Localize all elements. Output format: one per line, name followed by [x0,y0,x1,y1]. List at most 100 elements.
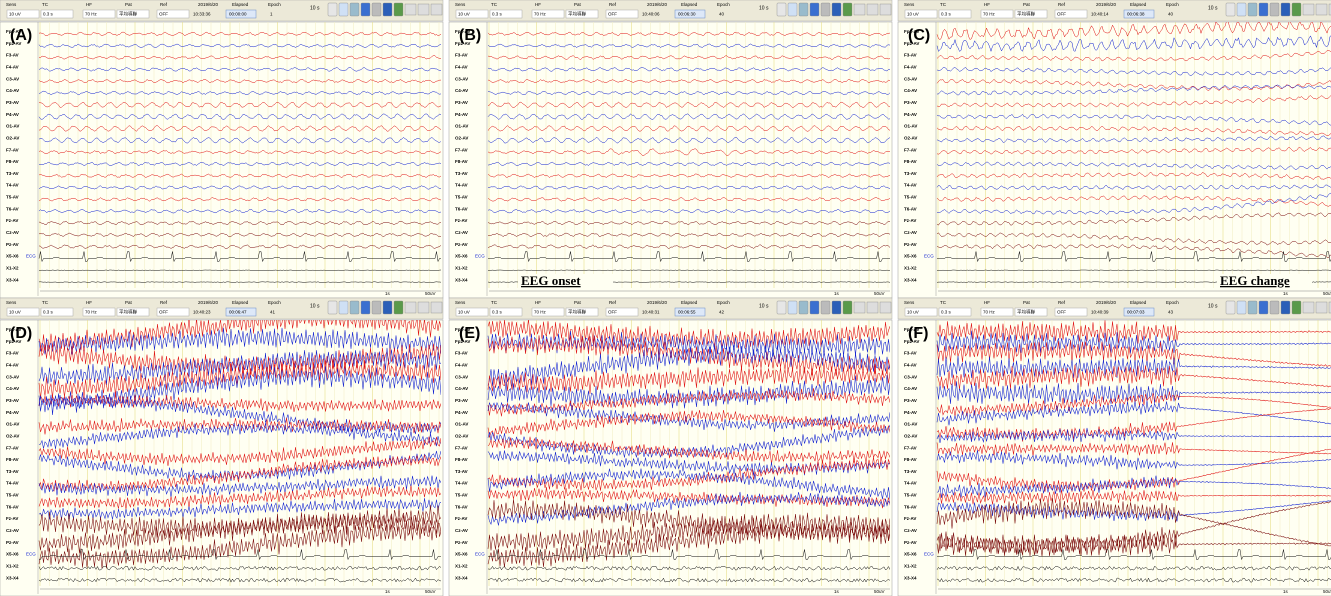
toolbar-button[interactable] [338,300,349,315]
toolbar-button[interactable] [338,2,349,17]
toolbar-field[interactable] [605,307,639,317]
toolbar-field[interactable] [40,307,74,317]
eeg-trace [487,344,890,389]
toolbar-button[interactable] [393,300,404,315]
nav-button[interactable] [879,301,892,314]
nav-button[interactable] [853,3,866,16]
nav-button[interactable] [417,3,430,16]
toolbar-field[interactable] [489,307,523,317]
toolbar-field[interactable] [1054,9,1088,19]
nav-button[interactable] [430,3,443,16]
eeg-trace [38,577,441,583]
toolbar-button[interactable] [1291,2,1302,17]
toolbar-button[interactable] [327,300,338,315]
toolbar-field[interactable] [116,9,150,19]
toolbar-field[interactable] [904,9,938,19]
toolbar-button[interactable] [809,300,820,315]
toolbar-button[interactable] [831,2,842,17]
toolbar-button[interactable] [1269,2,1280,17]
toolbar-field[interactable] [6,307,40,317]
toolbar-button[interactable] [809,2,820,17]
toolbar-field[interactable] [6,9,40,19]
toolbar-field[interactable] [489,9,523,19]
toolbar-button[interactable] [393,2,404,17]
toolbar-button[interactable] [327,2,338,17]
toolbar-button[interactable] [842,2,853,17]
toolbar-field[interactable] [40,9,74,19]
toolbar-button[interactable] [371,2,382,17]
nav-button[interactable] [879,3,892,16]
channel-label: C3-AV [455,76,468,81]
toolbar-field[interactable] [531,307,565,317]
toolbar-button[interactable] [1291,300,1302,315]
nav-button[interactable] [853,301,866,314]
channel-label: F4-AV [904,363,917,368]
channel-label: P4-AV [904,410,917,415]
nav-button[interactable] [1328,301,1331,314]
toolbar-button[interactable] [349,2,360,17]
toolbar-field[interactable] [1014,307,1048,317]
eeg-trace [936,125,1331,136]
nav-button[interactable] [1315,301,1328,314]
nav-button[interactable] [404,3,417,16]
toolbar-button[interactable] [1225,300,1236,315]
toolbar-field[interactable] [980,307,1014,317]
toolbar-field[interactable] [82,9,116,19]
toolbar-button[interactable] [1247,300,1258,315]
toolbar-field[interactable] [1014,9,1048,19]
nav-button[interactable] [1315,3,1328,16]
toolbar-button[interactable] [776,300,787,315]
toolbar-button[interactable] [776,2,787,17]
toolbar-button[interactable] [831,300,842,315]
toolbar-field[interactable] [531,9,565,19]
toolbar-header: Epoch [717,2,730,7]
toolbar-button[interactable] [1269,300,1280,315]
toolbar-field[interactable] [156,307,190,317]
toolbar-button[interactable] [787,2,798,17]
toolbar-button[interactable] [798,2,809,17]
nav-button[interactable] [404,301,417,314]
toolbar-button[interactable] [1247,2,1258,17]
toolbar-field[interactable] [980,9,1014,19]
toolbar-field[interactable] [1054,307,1088,317]
toolbar-button[interactable] [360,300,371,315]
toolbar-field[interactable] [116,307,150,317]
toolbar-button[interactable] [1258,2,1269,17]
toolbar-time: 10:33:36 [193,12,211,17]
toolbar-button[interactable] [798,300,809,315]
toolbar-field[interactable] [938,9,972,19]
toolbar-button[interactable] [820,300,831,315]
toolbar-value: 70 Hz [983,12,996,17]
toolbar-field[interactable] [605,9,639,19]
toolbar-button[interactable] [382,300,393,315]
toolbar-button[interactable] [820,2,831,17]
nav-button[interactable] [866,301,879,314]
toolbar-button[interactable] [1280,300,1291,315]
toolbar-button[interactable] [1236,300,1247,315]
toolbar-field[interactable] [565,307,599,317]
toolbar-button[interactable] [382,2,393,17]
toolbar-field[interactable] [904,307,938,317]
toolbar-button[interactable] [360,2,371,17]
nav-button[interactable] [1302,3,1315,16]
toolbar-button[interactable] [1280,2,1291,17]
toolbar-field[interactable] [156,9,190,19]
toolbar-button[interactable] [787,300,798,315]
nav-button[interactable] [866,3,879,16]
nav-button[interactable] [1328,3,1331,16]
nav-button[interactable] [417,301,430,314]
nav-button[interactable] [430,301,443,314]
toolbar-button[interactable] [842,300,853,315]
toolbar-field[interactable] [938,307,972,317]
toolbar-button[interactable] [1236,2,1247,17]
toolbar-field[interactable] [455,9,489,19]
toolbar-field[interactable] [82,307,116,317]
toolbar-button[interactable] [1225,2,1236,17]
toolbar-field[interactable] [455,307,489,317]
nav-button[interactable] [1302,301,1315,314]
toolbar-button[interactable] [1258,300,1269,315]
toolbar-button[interactable] [349,300,360,315]
time-scale: 1s [834,589,840,594]
toolbar-button[interactable] [371,300,382,315]
toolbar-field[interactable] [565,9,599,19]
